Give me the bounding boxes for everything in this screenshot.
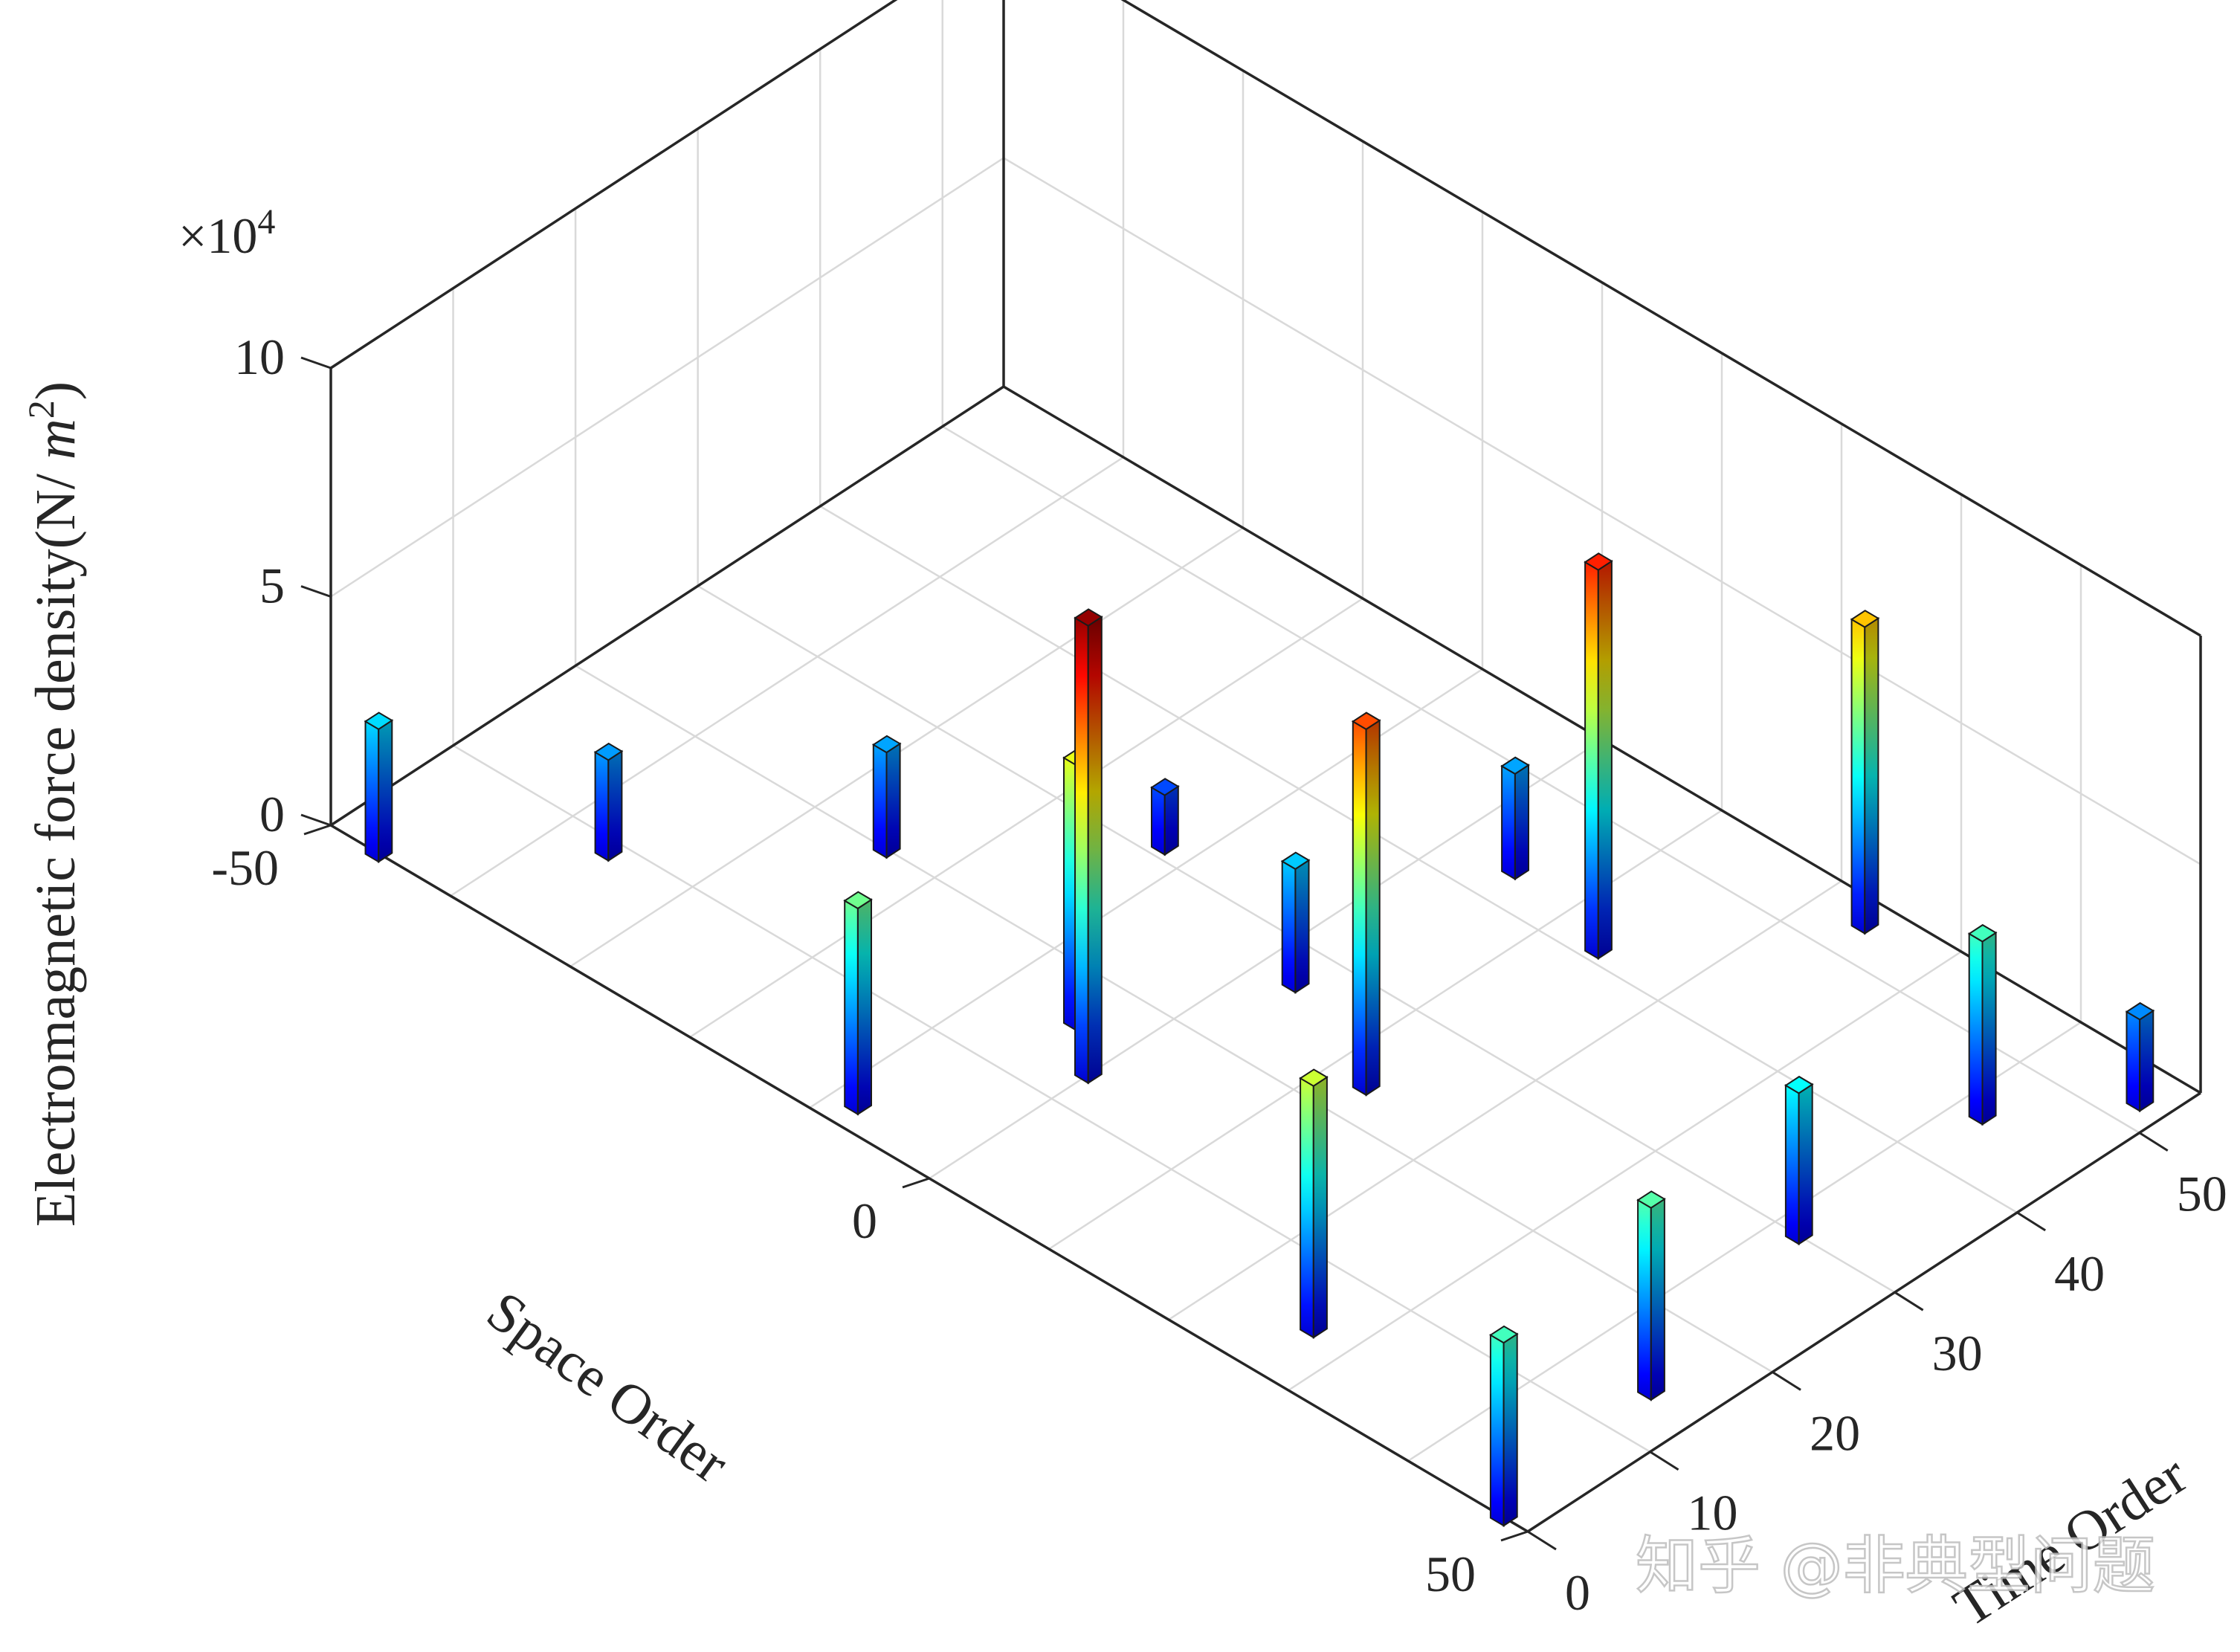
bar-0-13 bbox=[1074, 608, 1103, 1085]
axes-box-edge bbox=[1527, 1091, 2201, 1533]
bar-3-27 bbox=[1280, 851, 1311, 994]
axes-box-edge bbox=[330, 0, 898, 370]
bar-48-52 bbox=[2125, 1001, 2155, 1113]
floor-gridline-y bbox=[452, 744, 1651, 1453]
floor-gridline-x bbox=[450, 456, 1124, 897]
z-tick bbox=[300, 585, 332, 598]
bar-42-45 bbox=[1967, 923, 1998, 1126]
z-multiplier-base: ×10 bbox=[178, 207, 257, 264]
z-tick bbox=[300, 356, 332, 370]
bar-5-43 bbox=[1500, 756, 1530, 881]
y-tick-label: 10 bbox=[1688, 1485, 1738, 1541]
bar-48-0 bbox=[1489, 1325, 1519, 1527]
floor-gridline-x bbox=[809, 668, 1483, 1109]
axes-box-edge bbox=[330, 385, 1004, 827]
bar-13-23 bbox=[1351, 712, 1381, 1097]
z-tick-label: 5 bbox=[259, 558, 285, 614]
floor-gridline-y bbox=[942, 425, 2140, 1134]
floor-gridline-x bbox=[689, 597, 1363, 1039]
bar-14-41 bbox=[1584, 552, 1613, 961]
z-tick-label: 10 bbox=[234, 329, 285, 385]
z-axis-label: Electromagnetic force density(N/ m2) bbox=[20, 381, 87, 1227]
y-tick bbox=[1649, 1451, 1679, 1471]
floor-gridline-x bbox=[1048, 809, 1723, 1251]
floor-gridline-x bbox=[1168, 880, 1842, 1321]
y-tick-label: 20 bbox=[1810, 1404, 1860, 1461]
floor-gridline-x bbox=[1288, 950, 1962, 1392]
bar--46-0 bbox=[364, 712, 394, 863]
y-tick bbox=[1894, 1291, 1924, 1311]
z-multiplier: ×104 bbox=[178, 202, 275, 265]
x-tick-label: -50 bbox=[211, 839, 279, 896]
y-tick-label: 30 bbox=[1932, 1325, 1983, 1381]
bar-27-5 bbox=[1299, 1068, 1329, 1339]
z-axis-label-main: Electromagnetic force density(N/ bbox=[25, 459, 87, 1227]
y-tick-label: 50 bbox=[2177, 1166, 2227, 1222]
bar-42-30 bbox=[1784, 1075, 1814, 1246]
x-tick bbox=[902, 1177, 930, 1189]
x-tick-label: 0 bbox=[852, 1193, 877, 1249]
y-tick-label: 0 bbox=[1565, 1564, 1590, 1621]
y-tick bbox=[1527, 1530, 1557, 1551]
floor-gridline-x bbox=[929, 738, 1603, 1180]
bar--8-2 bbox=[843, 891, 873, 1116]
floor-gridline-x bbox=[569, 526, 1244, 968]
axes-layer bbox=[300, 0, 2202, 1551]
z-tick bbox=[300, 813, 332, 827]
z-multiplier-exp: 4 bbox=[257, 202, 275, 242]
floor-gridline-y bbox=[819, 505, 2018, 1213]
x-axis-label: Space Order bbox=[476, 1280, 740, 1495]
bar-24-53 bbox=[1850, 610, 1880, 935]
x-tick-label: 50 bbox=[1425, 1546, 1476, 1602]
z-axis-label-close: ) bbox=[25, 381, 87, 400]
x-tick bbox=[303, 824, 332, 836]
z-axis-label-unit: m bbox=[25, 419, 87, 459]
x-tick bbox=[1500, 1530, 1529, 1542]
watermark-text: 知乎 @非典型问题 bbox=[1636, 1529, 2155, 1602]
bars-layer bbox=[364, 552, 2155, 1527]
bar--24-20 bbox=[871, 735, 902, 859]
y-tick-label: 40 bbox=[2054, 1245, 2105, 1302]
bar--36-9 bbox=[593, 742, 624, 862]
z-axis-label-unit-exp: 2 bbox=[20, 400, 62, 419]
y-tick bbox=[2138, 1132, 2169, 1152]
bar--12-31 bbox=[1150, 778, 1180, 856]
bar-46-14 bbox=[1636, 1190, 1666, 1401]
z-tick-label: 0 bbox=[259, 786, 285, 842]
y-tick bbox=[2016, 1211, 2046, 1232]
floor-gridline-y bbox=[575, 665, 1773, 1373]
axes-box-edge bbox=[1120, 0, 2201, 637]
y-tick bbox=[1772, 1371, 1801, 1391]
